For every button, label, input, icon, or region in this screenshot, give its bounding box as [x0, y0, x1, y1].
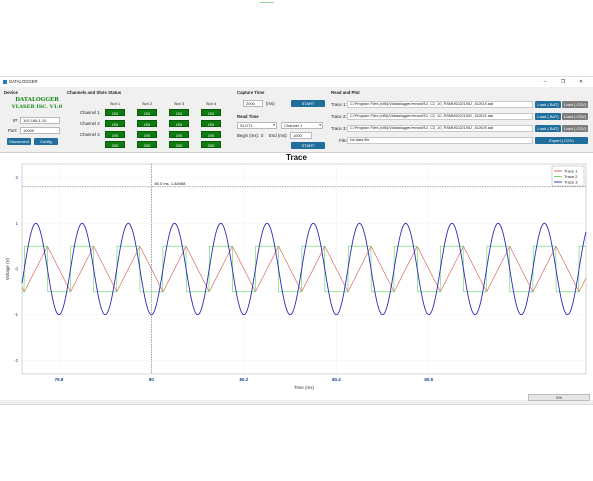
legend-entry: Trace 3	[564, 180, 578, 185]
trace1-load-bat-button[interactable]: Load (.BAT)	[535, 101, 561, 108]
slot1-ch3-button[interactable]: ON	[105, 131, 125, 138]
end-field[interactable]: 1000	[290, 132, 312, 139]
export-csv-button[interactable]: Export (.CSV)	[535, 137, 588, 144]
legend-entry: Trace 2	[564, 174, 578, 179]
chart-title: Trace	[286, 153, 307, 162]
read-time-title: Read Time	[237, 114, 259, 119]
port-field[interactable]: 10000	[20, 127, 60, 134]
x-tick-label: 80.2	[240, 377, 249, 382]
trace2-load-csv-button[interactable]: Load (.CSV)	[562, 113, 588, 120]
slot2-ch3-button[interactable]: ON	[137, 131, 157, 138]
trace1-label: Trace 1:	[331, 102, 347, 107]
slot-header-4: Slot 4	[205, 101, 217, 106]
trace-chart[interactable]: 79.8 80 80.2 80.4 80.6 -2 -1 0 1 2 80.0 ms, 1.849…	[0, 162, 593, 394]
logo-line2: VLASER ISC. V1.0	[11, 104, 63, 110]
slot3-ch1-button[interactable]: ON	[169, 109, 189, 116]
slot4-ch2-button[interactable]: ON	[201, 120, 221, 127]
trace2-path[interactable]: C:/Program Files (x86)/Vldatalogger/reco…	[347, 113, 533, 120]
legend-entry: Trace 1	[564, 169, 578, 174]
chart-cursor: 80.0 ms, 1.84988	[22, 164, 586, 374]
slot4-value[interactable]: 330	[201, 141, 221, 148]
slot-header-3: Slot 3	[173, 101, 185, 106]
capture-start-button[interactable]: START	[291, 100, 325, 107]
trace2-label: Trace 2:	[331, 114, 347, 119]
slot3-ch2-button[interactable]: ON	[169, 120, 189, 127]
trace1-path[interactable]: C:/Program Files (x86)/Vldatalogger/reco…	[347, 101, 533, 108]
slot2-ch2-button[interactable]: ON	[137, 120, 157, 127]
y-tick-label: -2	[14, 358, 18, 363]
port-label: Port:	[8, 128, 18, 133]
channel-label-2: Channel 2	[80, 121, 100, 126]
series-line-trace-3	[21, 222, 587, 316]
x-tick-label: 80.6	[424, 377, 433, 382]
logo-line1: DATALOGGER	[15, 97, 59, 103]
trace3-path[interactable]: C:/Program Files (x86)/Vldatalogger/reco…	[347, 125, 533, 132]
slot3-ch3-button[interactable]: ON	[169, 131, 189, 138]
slot3-value[interactable]: 330	[169, 141, 189, 148]
read-start-button[interactable]: START	[291, 142, 325, 149]
close-icon[interactable]: ✕	[578, 79, 584, 85]
begin-label: Begin (ms):	[237, 133, 259, 138]
file-field[interactable]: No data file	[347, 137, 533, 144]
slot1-ch1-button[interactable]: ON	[105, 109, 125, 116]
ip-label: IP:	[13, 118, 19, 123]
capture-panel-title: Capture Time	[237, 90, 265, 95]
channel-label-1: Channel 1	[80, 110, 100, 115]
slot-header-2: Slot 2	[141, 101, 153, 106]
title-bar: DATALOGGER – ❐ ✕	[0, 77, 593, 87]
cursor-readout: 80.0 ms, 1.84988	[154, 181, 186, 186]
axis-ticks: 79.8 80 80.2 80.4 80.6 -2 -1 0 1 2	[14, 175, 434, 382]
slot2-ch1-button[interactable]: ON	[137, 109, 157, 116]
app-icon	[3, 80, 7, 84]
x-axis-label: Time (ms)	[294, 385, 315, 390]
ip-field[interactable]: 192.168.1.10	[20, 117, 60, 124]
chevron-down-icon: ▾	[273, 123, 275, 127]
y-axis-label: Voltage (V)	[5, 257, 10, 280]
window-title: DATALOGGER	[9, 79, 38, 84]
y-tick-label: 0	[15, 267, 18, 272]
x-tick-label: 80	[149, 377, 155, 382]
channel-select[interactable]: Channel 1 ▾	[281, 122, 323, 129]
trace3-load-bat-button[interactable]: Load (.BAT)	[535, 125, 561, 132]
chevron-down-icon: ▾	[319, 123, 321, 127]
file-label: File:	[339, 138, 348, 143]
trace1-load-csv-button[interactable]: Load (.CSV)	[562, 101, 588, 108]
minimize-icon[interactable]: –	[543, 79, 547, 85]
slot4-ch1-button[interactable]: ON	[201, 109, 221, 116]
chart-series	[21, 222, 587, 316]
trace2-load-bat-button[interactable]: Load (.BAT)	[535, 113, 561, 120]
slot1-ch2-button[interactable]: ON	[105, 120, 125, 127]
status-progress: 0%	[528, 394, 590, 401]
config-button[interactable]: Config	[34, 138, 58, 145]
capture-unit-label: (ms)	[266, 101, 275, 106]
y-tick-label: 1	[15, 221, 18, 226]
channels-panel-title: Channels and Slots Status	[67, 90, 122, 95]
slot-header-1: Slot 1	[109, 101, 121, 106]
end-label: End (ms):	[269, 133, 288, 138]
top-progress-indicator	[260, 2, 274, 3]
slot4-ch3-button[interactable]: ON	[201, 131, 221, 138]
device-panel-title: Device	[4, 90, 18, 95]
maximize-icon[interactable]: ❐	[560, 79, 566, 85]
slot-select[interactable]: SLOT1 ▾	[237, 122, 277, 129]
disconnect-button[interactable]: Disconnect	[7, 138, 31, 145]
series-line-trace-1	[21, 245, 587, 293]
capture-time-field[interactable]: 2000	[243, 100, 263, 107]
y-tick-label: -1	[14, 312, 18, 317]
x-tick-label: 79.8	[55, 377, 64, 382]
y-tick-label: 2	[15, 175, 18, 180]
app-window: DATALOGGER – ❐ ✕ Device DATALOGGER VLASE…	[0, 76, 593, 405]
channel-select-value: Channel 1	[284, 123, 303, 128]
series-line-trace-2	[22, 245, 586, 293]
trace3-load-csv-button[interactable]: Load (.CSV)	[562, 125, 588, 132]
trace3-label: Trace 3:	[331, 126, 347, 131]
slot1-value[interactable]: 330	[105, 141, 125, 148]
slot2-value[interactable]: 330	[137, 141, 157, 148]
x-tick-label: 80.4	[332, 377, 341, 382]
begin-value[interactable]: 0	[261, 133, 264, 138]
read-plot-title: Read and Plot	[331, 90, 360, 95]
slot-select-value: SLOT1	[240, 123, 253, 128]
channel-label-3: Channel 3	[80, 132, 100, 137]
